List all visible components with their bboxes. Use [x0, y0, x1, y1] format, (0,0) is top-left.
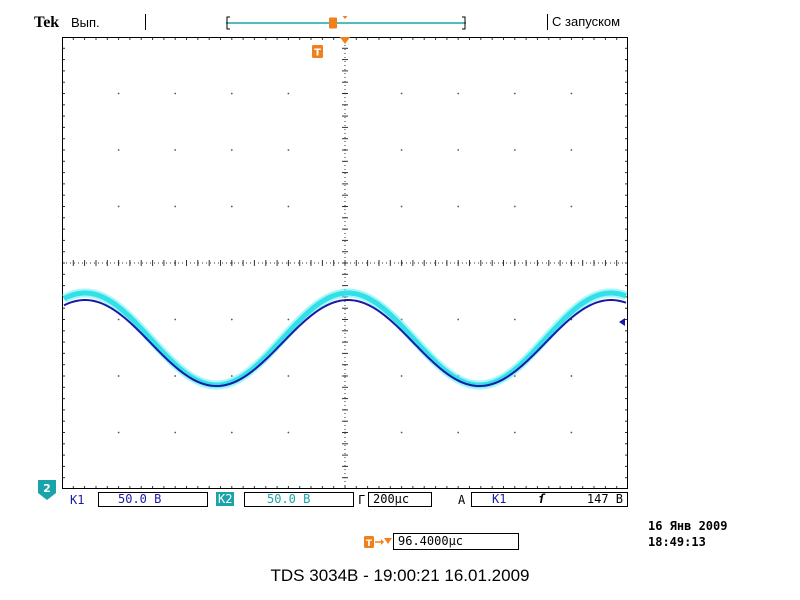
- grid-dot: [117, 149, 120, 151]
- grid-dot: [117, 318, 120, 321]
- grid-dot: [457, 431, 460, 434]
- grid-dot: [230, 375, 233, 377]
- grid-dot: [457, 149, 460, 151]
- grid-dot: [117, 431, 120, 434]
- acquisition-state: Вып.: [71, 15, 100, 30]
- delay-arrow-head: [381, 539, 384, 545]
- grid-dot: [174, 431, 177, 434]
- ch2-label[interactable]: К2: [216, 492, 235, 506]
- trigger-time-marker-label: T: [314, 48, 321, 59]
- grid-dot: [457, 205, 460, 208]
- grid-dot: [174, 318, 177, 321]
- grid-dot: [174, 92, 177, 95]
- ch2-scale-box[interactable]: 50.0 В: [244, 492, 354, 507]
- ch2-marker-label: 2: [43, 482, 51, 495]
- screenshot-caption: TDS 3034B - 19:00:21 16.01.2009: [270, 566, 530, 585]
- delay-indicator: T: [364, 536, 392, 549]
- trigger-time-marker-icon: [312, 45, 323, 58]
- timebase-label: Г: [358, 493, 366, 507]
- horizontal-delay-value: 96.4000μс: [398, 534, 464, 548]
- grid-dot: [287, 375, 290, 377]
- grid-dot: [287, 318, 290, 321]
- grid-dot: [117, 205, 120, 208]
- readout-bar: К1 50.0 В К2 50.0 В Г 200μс А К1 ſ 147 В: [62, 492, 628, 510]
- grid-dot: [400, 375, 403, 377]
- brand-logo: Tek: [34, 14, 60, 31]
- grid-dot: [117, 375, 120, 377]
- grid-dot: [174, 149, 177, 151]
- grid-dot: [513, 205, 516, 208]
- grid-dot: [287, 205, 290, 208]
- grid-dot: [457, 318, 460, 321]
- grid-dot: [570, 205, 573, 208]
- trigger-level-arrow-icon: [619, 318, 625, 326]
- record-right-bracket: [462, 16, 466, 30]
- trigger-level: 147 В: [586, 492, 623, 506]
- grid-dot: [287, 431, 290, 434]
- topbar-divider: [145, 14, 146, 30]
- grid-dot: [400, 92, 403, 95]
- ch1-trace-line: [63, 298, 627, 388]
- record-view-bar[interactable]: [226, 16, 466, 30]
- grid-dot: [570, 431, 573, 434]
- timebase-box[interactable]: 200μс: [368, 492, 432, 507]
- grid-dot: [513, 431, 516, 434]
- trigger-mode-label: А: [458, 493, 466, 507]
- horizontal-delay-box[interactable]: 96.4000μс: [393, 533, 519, 550]
- delay-t-label: T: [366, 539, 373, 549]
- trigger-source: К1: [492, 492, 507, 506]
- grid-dot: [570, 149, 573, 151]
- ch2-ground-marker[interactable]: 2: [37, 479, 57, 501]
- trigger-point-marker-icon: [339, 37, 351, 44]
- trigger-position-icon: [329, 17, 337, 29]
- ch1-label[interactable]: К1: [70, 493, 85, 507]
- ch1-scale-box[interactable]: 50.0 В: [98, 492, 208, 507]
- record-left-bracket: [226, 16, 230, 30]
- date-display: 16 Янв 2009: [648, 519, 728, 533]
- waveform-display[interactable]: T: [62, 37, 628, 489]
- topbar-divider: [547, 14, 548, 30]
- grid-dot: [457, 92, 460, 95]
- graticule: [62, 37, 628, 489]
- grid-dot: [230, 205, 233, 208]
- trigger-mode-status: С запуском: [552, 14, 621, 29]
- ch2-trace-line: [62, 290, 627, 388]
- grid-dot: [570, 92, 573, 95]
- grid-dot: [400, 205, 403, 208]
- time-display: 18:49:13: [648, 535, 706, 549]
- grid-dot: [174, 205, 177, 208]
- grid-dot: [513, 318, 516, 321]
- grid-dot: [287, 149, 290, 151]
- ch2-marker-shape: [38, 480, 56, 500]
- ch1-scale-value: 50.0 В: [118, 492, 162, 506]
- timebase-value: 200μс: [373, 492, 410, 506]
- trigger-readout-box[interactable]: К1 ſ 147 В: [471, 492, 628, 507]
- trigger-slope-icon: ſ: [538, 492, 546, 506]
- grid-dot: [230, 431, 233, 434]
- ch2-scale-value: 50.0 В: [267, 492, 311, 506]
- grid-dot: [230, 92, 233, 95]
- trigger-point-arrow-icon: [342, 16, 348, 19]
- grid-dot: [117, 92, 120, 95]
- grid-dot: [230, 149, 233, 151]
- grid-dot: [174, 375, 177, 377]
- grid-dot: [230, 318, 233, 321]
- grid-dot: [570, 375, 573, 377]
- grid-dot: [513, 149, 516, 151]
- grid-dot: [287, 92, 290, 95]
- grid-dot: [400, 149, 403, 151]
- delay-t-icon: [364, 536, 374, 548]
- grid-dot: [513, 92, 516, 95]
- grid-dot: [400, 431, 403, 434]
- ch2-trace: [62, 288, 628, 390]
- delay-trigger-point-icon: [384, 538, 392, 544]
